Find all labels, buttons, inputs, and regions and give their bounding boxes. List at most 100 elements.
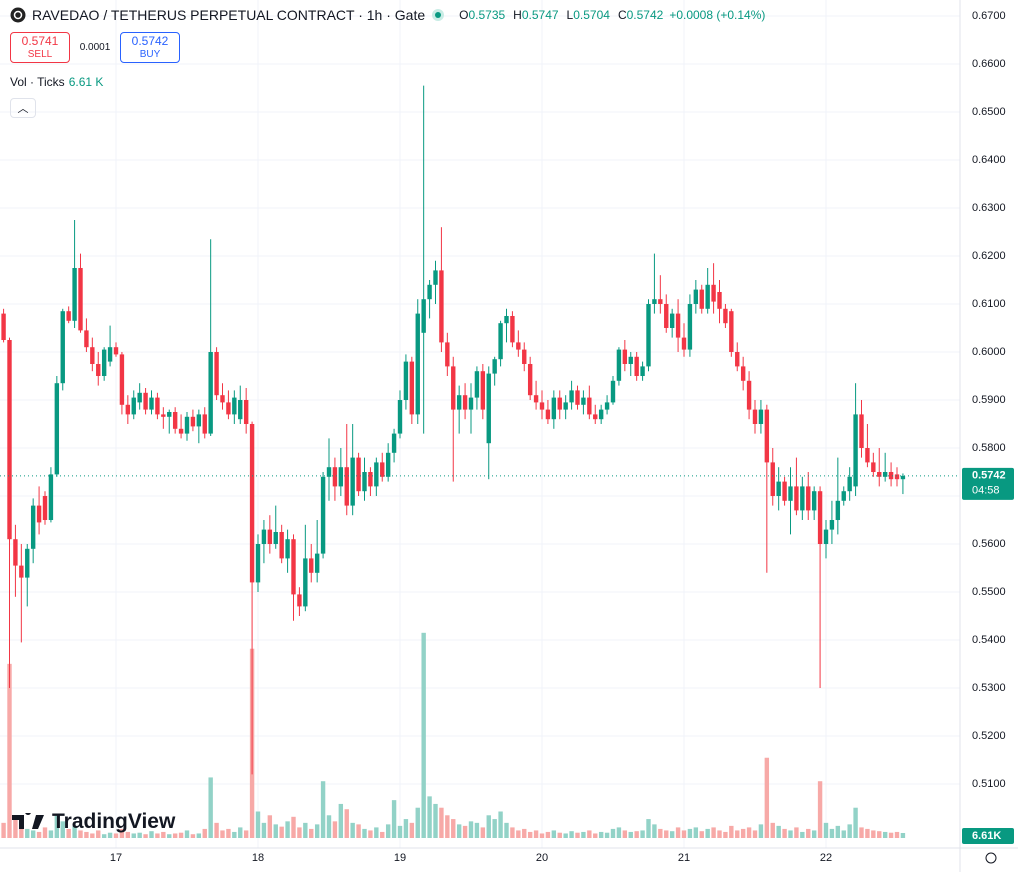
candle-body bbox=[362, 472, 367, 492]
volume-bar bbox=[267, 815, 273, 838]
volume-bar bbox=[149, 831, 154, 838]
collapse-button[interactable]: ︿ bbox=[10, 98, 36, 118]
volume-bar bbox=[30, 830, 36, 838]
candle-body bbox=[72, 267, 77, 321]
candle-body bbox=[468, 397, 474, 410]
ohlc-key: C bbox=[617, 8, 627, 22]
volume-bar bbox=[522, 828, 527, 838]
candle-body bbox=[758, 409, 764, 424]
volume-bar bbox=[101, 834, 107, 838]
candle-body bbox=[723, 308, 728, 324]
candle-body bbox=[433, 270, 438, 285]
volume-bar bbox=[581, 831, 586, 838]
volume-bar bbox=[693, 827, 699, 838]
volume-bar bbox=[717, 830, 722, 838]
last-price-tag bbox=[962, 467, 1014, 500]
candle-body bbox=[445, 342, 450, 367]
symbol-title[interactable]: RAVEDAO / TETHERUS PERPETUAL CONTRACT · … bbox=[32, 7, 426, 23]
volume-bar bbox=[646, 819, 651, 838]
volume-bar bbox=[533, 830, 539, 838]
candle-body bbox=[764, 409, 770, 463]
x-tick-label: 22 bbox=[820, 852, 832, 864]
candle-body bbox=[557, 397, 562, 410]
ohlc-value: 0.5747 bbox=[521, 8, 559, 22]
candle-body bbox=[155, 397, 160, 415]
candle-body bbox=[480, 371, 486, 410]
volume-bar bbox=[279, 826, 284, 838]
ohlc-key: H bbox=[513, 8, 522, 22]
candle-body bbox=[622, 349, 628, 364]
candle-body bbox=[356, 457, 361, 492]
volume-bar bbox=[563, 833, 568, 838]
sell-button[interactable]: 0.5741 SELL bbox=[10, 32, 70, 63]
x-tick-label: 18 bbox=[252, 852, 264, 864]
x-tick-label: 19 bbox=[394, 852, 406, 864]
volume-bar bbox=[344, 809, 349, 838]
candle-body bbox=[101, 349, 107, 376]
volume-bar bbox=[391, 800, 397, 838]
candle-body bbox=[894, 474, 900, 480]
candle-body bbox=[90, 347, 95, 364]
candle-body bbox=[640, 366, 645, 376]
y-tick-label: 0.5800 bbox=[972, 442, 1006, 454]
candle-body bbox=[746, 380, 752, 410]
volume-bar bbox=[587, 830, 592, 838]
candle-body bbox=[19, 565, 24, 578]
candle-body bbox=[693, 289, 699, 304]
volume-bar bbox=[314, 824, 320, 838]
volume-bar bbox=[320, 781, 326, 838]
volume-bar bbox=[303, 822, 308, 838]
volume-bar bbox=[72, 825, 77, 838]
candle-body bbox=[806, 486, 811, 511]
volume-bar bbox=[486, 815, 491, 838]
candle-body bbox=[25, 548, 30, 578]
volume-bar bbox=[740, 828, 746, 838]
volume-bar bbox=[456, 824, 462, 838]
buy-button[interactable]: 0.5742 BUY bbox=[120, 32, 180, 63]
watermark-logo bbox=[12, 813, 44, 829]
candle-body bbox=[374, 462, 379, 487]
volume-bar bbox=[492, 819, 497, 838]
candle-body bbox=[539, 402, 545, 410]
ohlc-item: C0.5742 bbox=[618, 8, 663, 22]
candle-body bbox=[551, 397, 557, 420]
volume-bar bbox=[232, 831, 237, 838]
volume-bar bbox=[78, 830, 83, 838]
volume-bar bbox=[96, 830, 101, 838]
volume-bar bbox=[350, 822, 355, 838]
candle-body bbox=[486, 373, 491, 444]
spread: 0.0001 bbox=[79, 42, 111, 53]
candle-body bbox=[54, 383, 60, 475]
candle-body bbox=[474, 371, 480, 398]
volume-bar bbox=[811, 830, 817, 838]
ohlc-key: L bbox=[566, 8, 574, 22]
candle-body bbox=[107, 347, 113, 362]
candle-body bbox=[788, 486, 793, 501]
candle-body bbox=[208, 351, 213, 434]
volume-bar bbox=[445, 815, 450, 838]
volume-bar bbox=[415, 807, 420, 838]
volume-bar bbox=[7, 663, 12, 838]
candle-body bbox=[314, 553, 320, 573]
candle-body bbox=[717, 291, 722, 309]
volume-bar bbox=[190, 834, 196, 838]
candle-body bbox=[385, 452, 391, 477]
candle-body bbox=[492, 359, 497, 374]
volume-bar bbox=[261, 822, 267, 838]
y-tick-label: 0.5600 bbox=[972, 538, 1006, 550]
candle-body bbox=[297, 594, 302, 607]
candle-body bbox=[729, 311, 734, 352]
ohlc-key: O bbox=[459, 8, 469, 22]
candle-body bbox=[705, 284, 710, 309]
ohlc-value: 0.5704 bbox=[573, 8, 610, 22]
volume-bar bbox=[48, 830, 54, 838]
volume-bar bbox=[575, 832, 580, 838]
volume-bar bbox=[161, 831, 166, 838]
volume-bar bbox=[752, 830, 758, 838]
volume-bar bbox=[634, 831, 639, 838]
volume-tag-label: 6.61K bbox=[972, 830, 1001, 842]
header: RAVEDAO / TETHERUS PERPETUAL CONTRACT · … bbox=[10, 7, 765, 23]
candle-body bbox=[847, 476, 852, 492]
volume-bar bbox=[616, 827, 622, 838]
candle-body bbox=[338, 467, 344, 487]
